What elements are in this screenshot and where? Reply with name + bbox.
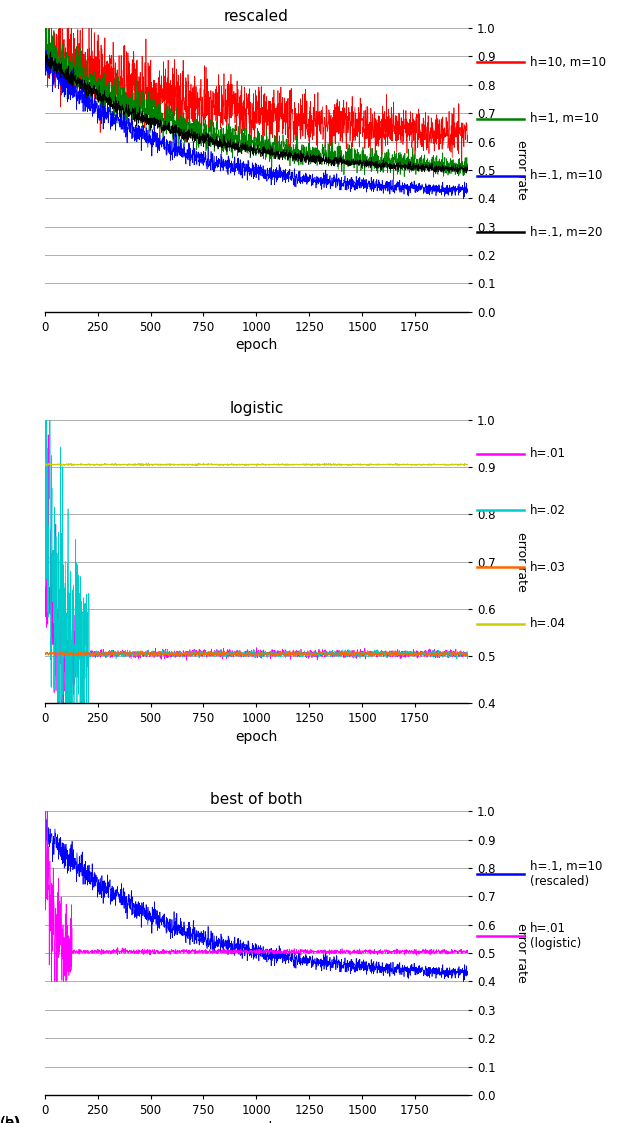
Text: h=.03: h=.03 — [530, 560, 566, 574]
Text: (c): (c) — [0, 1115, 20, 1123]
Text: (a): (a) — [0, 1115, 21, 1123]
Text: h=.1, m=10
(rescaled): h=.1, m=10 (rescaled) — [530, 859, 602, 887]
Y-axis label: error rate: error rate — [515, 923, 528, 983]
Title: logistic: logistic — [229, 401, 284, 416]
Title: rescaled: rescaled — [224, 9, 289, 24]
Text: h=.1, m=10: h=.1, m=10 — [530, 170, 602, 182]
Title: best of both: best of both — [210, 792, 303, 807]
Text: h=.02: h=.02 — [530, 504, 566, 517]
X-axis label: epoch: epoch — [236, 730, 278, 743]
Text: (b): (b) — [0, 1115, 22, 1123]
Text: h=.04: h=.04 — [530, 618, 566, 630]
Text: h=1, m=10: h=1, m=10 — [530, 112, 599, 126]
X-axis label: epoch: epoch — [236, 1121, 278, 1123]
Y-axis label: error rate: error rate — [515, 140, 528, 200]
Text: h=.01: h=.01 — [530, 447, 566, 460]
Y-axis label: error rate: error rate — [515, 531, 528, 592]
X-axis label: epoch: epoch — [236, 338, 278, 351]
Text: h=.1, m=20: h=.1, m=20 — [530, 226, 602, 239]
Text: h=.01
(logistic): h=.01 (logistic) — [530, 922, 581, 950]
Text: h=10, m=10: h=10, m=10 — [530, 56, 606, 69]
